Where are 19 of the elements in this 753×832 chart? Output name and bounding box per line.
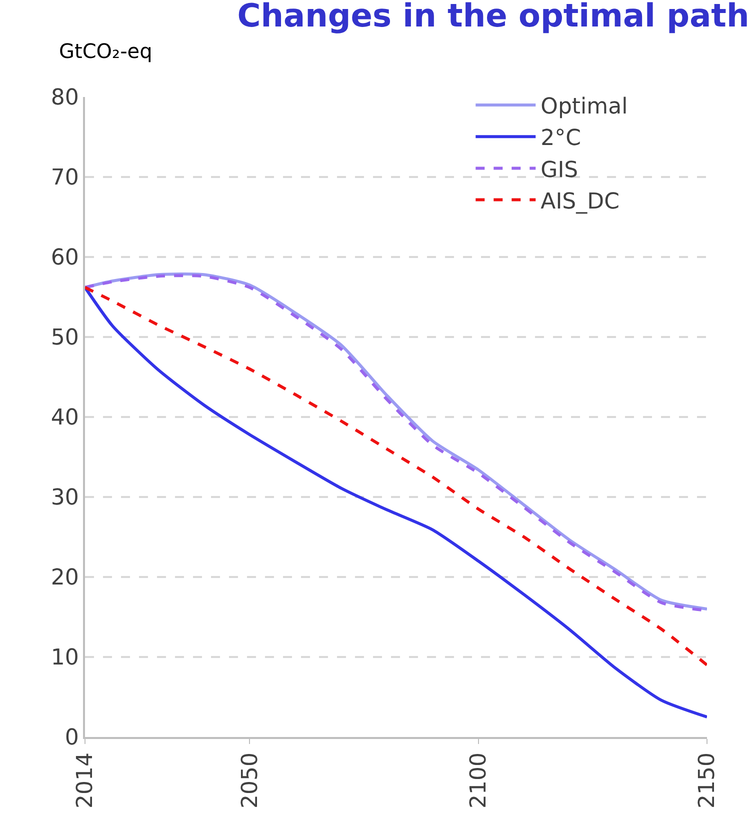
y-tick-label: 10 <box>50 646 79 671</box>
y-tick-label: 70 <box>50 166 79 191</box>
legend-label: GIS <box>540 158 578 183</box>
legend-label: AIS_DC <box>540 189 620 214</box>
x-tick-label: 2050 <box>238 752 263 809</box>
x-tick-label: 2100 <box>466 752 492 809</box>
y-tick-label: 50 <box>50 326 79 351</box>
x-tick-label: 2014 <box>73 752 98 809</box>
y-axis-title: GtCO₂-eq <box>59 39 152 63</box>
y-tick-label: 80 <box>50 86 79 111</box>
chart-title: Changes in the optimal path <box>237 0 750 35</box>
legend-label: 2°C <box>540 126 581 152</box>
y-tick-label: 60 <box>50 246 79 271</box>
y-tick-label: 40 <box>50 406 79 431</box>
y-tick-label: 0 <box>64 726 79 751</box>
legend-label: Optimal <box>540 94 628 120</box>
x-tick-label: 2150 <box>695 752 720 809</box>
y-tick-label: 20 <box>50 566 79 591</box>
y-tick-label: 30 <box>50 486 79 511</box>
